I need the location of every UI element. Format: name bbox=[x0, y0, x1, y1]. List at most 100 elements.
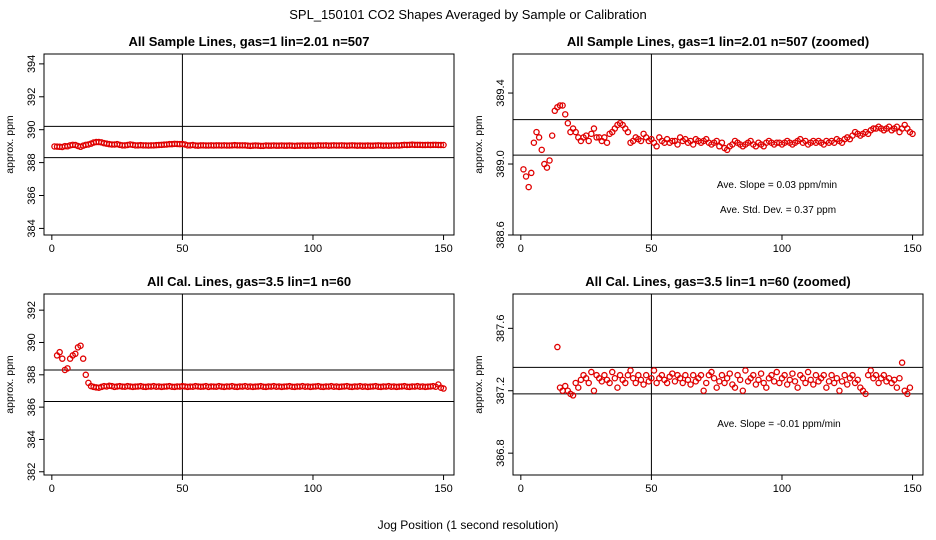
data-point bbox=[781, 371, 788, 379]
data-point bbox=[742, 367, 749, 374]
y-tick-label: 394 bbox=[26, 55, 38, 73]
data-point bbox=[635, 371, 642, 379]
data-point bbox=[640, 381, 647, 388]
data-point bbox=[437, 141, 445, 149]
x-tick-label: 50 bbox=[176, 243, 188, 255]
data-point bbox=[906, 384, 914, 391]
panel-sample-lines-zoomed: All Sample Lines, gas=1 lin=2.01 n=507 (… bbox=[473, 34, 924, 255]
data-point bbox=[82, 371, 90, 379]
data-point bbox=[830, 379, 838, 387]
data-point bbox=[896, 375, 903, 382]
y-tick-label: 387.2 bbox=[495, 377, 507, 405]
data-point bbox=[590, 387, 598, 394]
data-point bbox=[548, 132, 556, 139]
y-tick-label: 389.0 bbox=[495, 150, 507, 178]
data-point bbox=[671, 378, 679, 385]
y-tick-label: 386 bbox=[26, 398, 38, 416]
data-point bbox=[572, 128, 579, 136]
data-point bbox=[627, 367, 634, 374]
data-point bbox=[575, 384, 582, 391]
data-point bbox=[648, 375, 655, 382]
data-point bbox=[844, 381, 851, 388]
data-point bbox=[525, 183, 532, 191]
y-tick-label: 392 bbox=[26, 301, 38, 319]
x-tick-label: 150 bbox=[903, 243, 921, 255]
data-point bbox=[718, 139, 726, 146]
data-point bbox=[632, 379, 639, 387]
data-point bbox=[799, 375, 807, 382]
data-point bbox=[783, 381, 791, 388]
data-point bbox=[77, 342, 84, 349]
y-tick-label: 386.8 bbox=[495, 439, 507, 467]
data-point bbox=[572, 379, 579, 387]
data-point bbox=[79, 355, 87, 362]
data-point bbox=[522, 173, 530, 180]
data-point bbox=[713, 384, 720, 391]
x-tick-label: 100 bbox=[773, 483, 791, 495]
data-point bbox=[601, 371, 608, 379]
figure-xlabel: Jog Position (1 second resolution) bbox=[378, 518, 559, 532]
x-tick-label: 100 bbox=[304, 483, 322, 495]
data-point bbox=[535, 134, 543, 141]
data-point bbox=[663, 379, 671, 387]
data-point bbox=[679, 379, 686, 387]
data-point bbox=[810, 381, 817, 388]
data-point bbox=[718, 371, 726, 379]
data-point bbox=[588, 130, 595, 138]
x-tick-label: 50 bbox=[645, 243, 657, 255]
data-point bbox=[650, 367, 658, 374]
y-tick-label: 388.6 bbox=[495, 221, 507, 249]
panel-title: All Cal. Lines, gas=3.5 lin=1 n=60 bbox=[147, 274, 351, 289]
data-point bbox=[520, 166, 527, 173]
data-point bbox=[543, 164, 551, 171]
data-point bbox=[791, 378, 799, 385]
data-point bbox=[710, 375, 718, 382]
data-point bbox=[658, 371, 666, 379]
data-point bbox=[768, 371, 775, 379]
data-point bbox=[893, 384, 901, 391]
data-point bbox=[752, 381, 760, 388]
data-point bbox=[533, 128, 540, 136]
data-point bbox=[637, 376, 645, 384]
data-point bbox=[689, 371, 697, 379]
annotation-text: Ave. Slope = -0.01 ppm/min bbox=[717, 419, 841, 430]
data-point bbox=[794, 384, 801, 391]
data-point bbox=[770, 378, 778, 385]
data-point bbox=[687, 381, 694, 388]
data-point bbox=[653, 143, 660, 150]
data-point bbox=[72, 350, 79, 358]
data-point bbox=[559, 102, 566, 109]
data-point bbox=[864, 371, 872, 379]
data-point bbox=[750, 371, 757, 379]
y-tick-label: 386 bbox=[26, 186, 38, 204]
x-tick-label: 150 bbox=[903, 483, 921, 495]
data-point bbox=[440, 385, 447, 392]
data-point bbox=[608, 368, 616, 376]
data-point bbox=[564, 119, 572, 127]
data-point bbox=[757, 370, 765, 377]
data-point bbox=[56, 348, 63, 356]
data-point bbox=[554, 343, 561, 351]
data-point bbox=[556, 102, 564, 109]
data-point bbox=[833, 375, 841, 382]
data-point bbox=[736, 376, 744, 384]
panel-title: All Sample Lines, gas=1 lin=2.01 n=507 (… bbox=[567, 34, 869, 49]
data-point bbox=[909, 130, 916, 138]
y-tick-label: 388 bbox=[26, 366, 38, 384]
x-tick-label: 150 bbox=[434, 243, 452, 255]
data-point bbox=[642, 371, 650, 379]
y-tick-label: 382 bbox=[26, 463, 38, 481]
y-axis-label: approx. ppm bbox=[4, 115, 16, 174]
data-point bbox=[611, 375, 619, 382]
annotation-text: Ave. Slope = 0.03 ppm/min bbox=[717, 180, 837, 191]
x-tick-label: 50 bbox=[176, 483, 188, 495]
data-point bbox=[880, 371, 888, 379]
y-tick-label: 390 bbox=[26, 333, 38, 351]
data-point bbox=[836, 387, 843, 394]
data-point bbox=[653, 379, 660, 387]
data-point bbox=[804, 368, 812, 376]
data-point bbox=[682, 371, 689, 379]
plot-frame bbox=[512, 53, 924, 236]
x-tick-label: 100 bbox=[304, 243, 322, 255]
x-tick-label: 50 bbox=[645, 483, 657, 495]
